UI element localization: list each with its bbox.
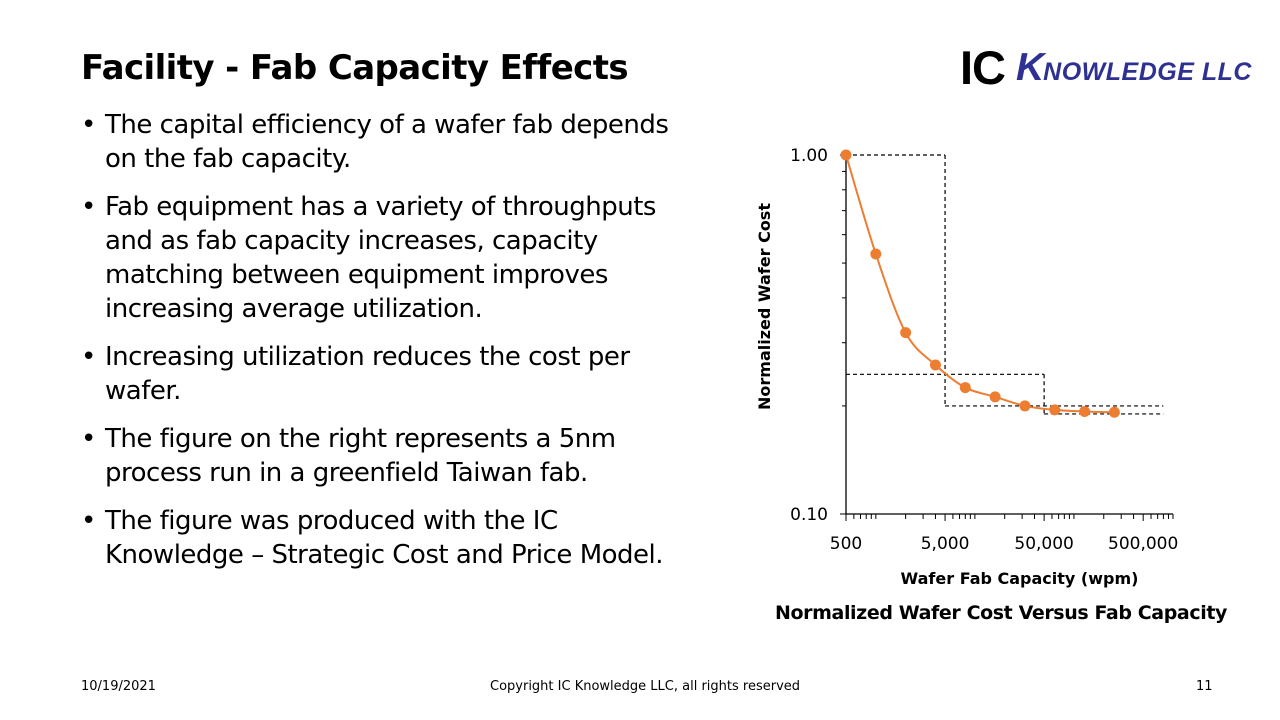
logo-ic-text: IC bbox=[960, 41, 1006, 94]
logo-knowledge-text: KNOWLEDGE LLC bbox=[1016, 46, 1252, 90]
logo-knowledge-rest: NOWLEDGE LLC bbox=[1043, 58, 1252, 86]
bullet-item: • The capital efficiency of a wafer fab d… bbox=[81, 108, 701, 176]
footer-date: 10/19/2021 bbox=[81, 679, 156, 694]
bullet-text: The figure on the right represents a 5nm… bbox=[105, 424, 616, 488]
data-point bbox=[1079, 405, 1091, 417]
data-point bbox=[1019, 400, 1031, 412]
bullet-list: • The capital efficiency of a wafer fab d… bbox=[81, 108, 701, 586]
data-point bbox=[840, 149, 852, 161]
y-tick-label: 1.00 bbox=[790, 146, 828, 166]
slide-title: Facility - Fab Capacity Effects bbox=[81, 48, 629, 88]
footer-page-number: 11 bbox=[1196, 679, 1213, 694]
chart-caption: Normalized Wafer Cost Versus Fab Capacit… bbox=[775, 602, 1227, 624]
bullet-item: • Fab equipment has a variety of throughp… bbox=[81, 190, 701, 326]
bullet-dot: • bbox=[81, 424, 96, 454]
data-point bbox=[929, 359, 941, 371]
series-line bbox=[845, 154, 1115, 414]
data-point bbox=[870, 248, 882, 260]
x-tick-label: 500,000 bbox=[1108, 534, 1178, 554]
data-point bbox=[1108, 406, 1120, 418]
data-point bbox=[959, 382, 971, 394]
bullet-dot: • bbox=[81, 110, 96, 140]
data-point bbox=[989, 391, 1001, 403]
bullet-item: • The figure on the right represents a 5n… bbox=[81, 422, 701, 490]
bullet-dot: • bbox=[81, 192, 96, 222]
bullet-dot: • bbox=[81, 506, 96, 536]
bullet-text: Increasing utilization reduces the cost … bbox=[105, 342, 630, 406]
bullet-text: Fab equipment has a variety of throughpu… bbox=[105, 192, 656, 324]
bullet-text: The capital efficiency of a wafer fab de… bbox=[105, 110, 669, 174]
y-axis-title: Normalized Wafer Cost bbox=[755, 203, 774, 410]
data-point bbox=[1049, 404, 1061, 416]
x-axis-title: Wafer Fab Capacity (wpm) bbox=[901, 569, 1139, 588]
wafer-cost-chart: 500 5,000 50,000 500,000 0.10 1.00 Wafer Fab C… bbox=[755, 146, 1178, 588]
x-tick-label: 500 bbox=[830, 534, 862, 554]
logo-knowledge-initial: K bbox=[1016, 46, 1044, 89]
footer-copyright: Copyright IC Knowledge LLC, all rights r… bbox=[490, 679, 801, 694]
data-point bbox=[900, 327, 912, 339]
bullet-item: • Increasing utilization reduces the cost… bbox=[81, 340, 701, 408]
x-tick-label: 50,000 bbox=[1014, 534, 1073, 554]
y-tick-label: 0.10 bbox=[790, 505, 828, 525]
bullet-dot: • bbox=[81, 342, 96, 372]
bullet-text: The figure was produced with the IC Know… bbox=[105, 506, 664, 570]
bullet-item: • The figure was produced with the IC Kno… bbox=[81, 504, 701, 572]
x-tick-label: 5,000 bbox=[921, 534, 970, 554]
company-logo: IC KNOWLEDGE LLC bbox=[960, 40, 1252, 98]
